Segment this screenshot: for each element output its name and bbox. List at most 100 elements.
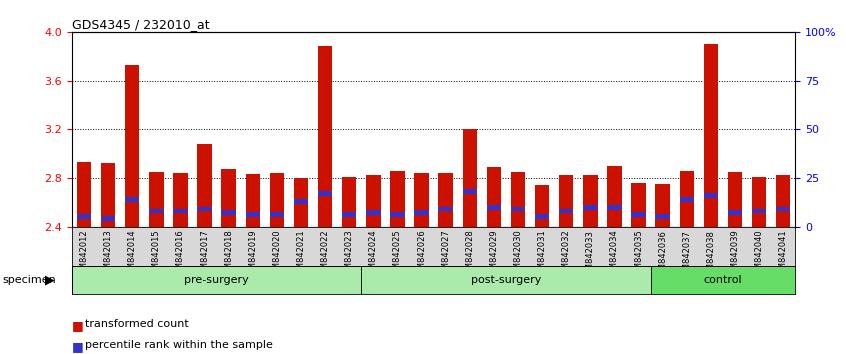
Text: GSM842030: GSM842030 bbox=[514, 230, 523, 280]
Text: GSM842038: GSM842038 bbox=[706, 230, 716, 281]
Bar bbox=[415, 211, 429, 215]
Bar bbox=[656, 184, 670, 227]
Text: ■: ■ bbox=[72, 340, 84, 353]
Bar bbox=[270, 212, 284, 217]
Text: GSM842022: GSM842022 bbox=[321, 230, 330, 280]
Text: GSM842040: GSM842040 bbox=[755, 230, 764, 280]
Bar bbox=[173, 173, 188, 227]
Bar bbox=[245, 174, 260, 227]
Text: percentile rank within the sample: percentile rank within the sample bbox=[85, 340, 272, 350]
Bar bbox=[486, 167, 501, 227]
Text: GSM842018: GSM842018 bbox=[224, 230, 233, 280]
Bar bbox=[197, 144, 212, 227]
Text: GSM842039: GSM842039 bbox=[730, 230, 739, 280]
Text: GSM842014: GSM842014 bbox=[128, 230, 137, 280]
Text: post-surgery: post-surgery bbox=[470, 275, 541, 285]
Text: GSM842031: GSM842031 bbox=[537, 230, 547, 280]
Text: pre-surgery: pre-surgery bbox=[184, 275, 249, 285]
Bar bbox=[390, 171, 404, 227]
Text: GSM842021: GSM842021 bbox=[296, 230, 305, 280]
Bar bbox=[390, 212, 404, 217]
Bar bbox=[651, 266, 795, 294]
Bar bbox=[511, 172, 525, 227]
Bar bbox=[583, 205, 597, 210]
Bar bbox=[366, 176, 381, 227]
Bar bbox=[486, 205, 501, 210]
Text: GSM842023: GSM842023 bbox=[344, 230, 354, 280]
Text: specimen: specimen bbox=[3, 275, 57, 285]
Bar bbox=[125, 197, 140, 202]
Bar bbox=[535, 215, 549, 219]
Bar bbox=[607, 166, 622, 227]
Bar bbox=[752, 209, 766, 213]
Bar bbox=[197, 207, 212, 211]
Bar bbox=[704, 193, 718, 198]
Text: GSM842029: GSM842029 bbox=[489, 230, 498, 280]
Text: control: control bbox=[704, 275, 742, 285]
Bar bbox=[342, 177, 356, 227]
Bar bbox=[77, 215, 91, 219]
Bar bbox=[559, 176, 574, 227]
Bar bbox=[631, 183, 645, 227]
Text: GSM842041: GSM842041 bbox=[778, 230, 788, 280]
Bar bbox=[463, 129, 477, 227]
Bar bbox=[361, 266, 651, 294]
Bar bbox=[342, 212, 356, 217]
Text: GSM842020: GSM842020 bbox=[272, 230, 282, 280]
Bar bbox=[776, 176, 790, 227]
Bar bbox=[583, 176, 597, 227]
Text: GSM842015: GSM842015 bbox=[151, 230, 161, 280]
Bar bbox=[728, 211, 742, 215]
Text: ■: ■ bbox=[72, 319, 84, 332]
Text: GSM842035: GSM842035 bbox=[634, 230, 643, 280]
Bar bbox=[294, 199, 308, 204]
Bar bbox=[125, 65, 140, 227]
Text: transformed count: transformed count bbox=[85, 319, 189, 329]
Bar bbox=[559, 209, 574, 213]
Bar bbox=[535, 185, 549, 227]
Bar bbox=[294, 178, 308, 227]
Bar bbox=[511, 207, 525, 211]
Text: GSM842036: GSM842036 bbox=[658, 230, 667, 281]
Bar bbox=[438, 173, 453, 227]
Text: ▶: ▶ bbox=[46, 273, 55, 286]
Text: GSM842033: GSM842033 bbox=[585, 230, 595, 281]
Bar bbox=[77, 162, 91, 227]
Text: GSM842037: GSM842037 bbox=[682, 230, 691, 281]
Text: GSM842017: GSM842017 bbox=[200, 230, 209, 280]
Bar bbox=[149, 172, 163, 227]
Bar bbox=[245, 212, 260, 217]
Bar bbox=[101, 163, 115, 227]
Bar bbox=[728, 172, 742, 227]
Bar bbox=[101, 216, 115, 221]
Bar bbox=[438, 207, 453, 211]
Bar bbox=[415, 173, 429, 227]
Bar bbox=[679, 197, 694, 202]
Bar bbox=[776, 207, 790, 211]
Bar bbox=[222, 169, 236, 227]
Bar bbox=[463, 189, 477, 194]
Text: GSM842012: GSM842012 bbox=[80, 230, 89, 280]
Bar bbox=[631, 212, 645, 217]
Bar bbox=[679, 171, 694, 227]
Text: GSM842027: GSM842027 bbox=[441, 230, 450, 280]
Bar bbox=[270, 173, 284, 227]
Bar bbox=[318, 46, 332, 227]
Bar bbox=[222, 211, 236, 215]
Bar bbox=[607, 205, 622, 210]
Text: GSM842024: GSM842024 bbox=[369, 230, 378, 280]
Text: GSM842032: GSM842032 bbox=[562, 230, 571, 280]
Bar bbox=[366, 211, 381, 215]
Bar bbox=[656, 215, 670, 219]
Bar bbox=[318, 191, 332, 196]
Text: GDS4345 / 232010_at: GDS4345 / 232010_at bbox=[72, 18, 210, 31]
Bar bbox=[704, 44, 718, 227]
Text: GSM842028: GSM842028 bbox=[465, 230, 475, 280]
Text: GSM842025: GSM842025 bbox=[393, 230, 402, 280]
Text: GSM842034: GSM842034 bbox=[610, 230, 619, 280]
Bar bbox=[173, 209, 188, 213]
Bar bbox=[149, 209, 163, 213]
Text: GSM842019: GSM842019 bbox=[248, 230, 257, 280]
Bar bbox=[752, 177, 766, 227]
Text: GSM842013: GSM842013 bbox=[103, 230, 113, 280]
